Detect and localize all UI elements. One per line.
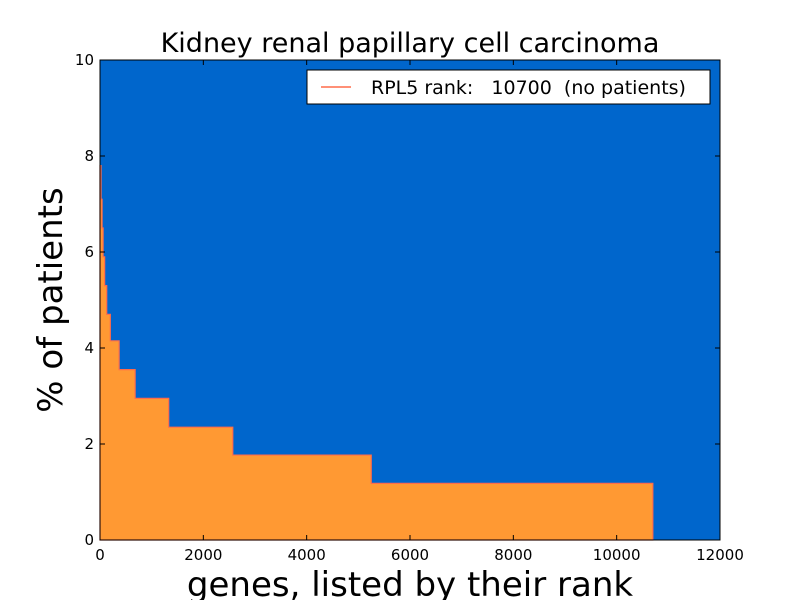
legend: RPL5 rank: 10700 (no patients): [306, 69, 711, 105]
x-tick-label: 8000: [494, 546, 532, 564]
chart-title: Kidney renal papillary cell carcinoma: [161, 28, 660, 59]
x-tick-label: 6000: [391, 546, 429, 564]
area-series: [99, 165, 654, 541]
y-tick-label: 2: [84, 435, 94, 453]
legend-box: [306, 69, 711, 105]
axis-ticks: 0 2000 4000 6000 8000 10000 12000 0 2 4 6 8 10: [75, 51, 744, 564]
y-tick-label: 8: [84, 147, 94, 165]
x-tick-label: 12000: [696, 546, 744, 564]
y-tick-label: 6: [84, 243, 94, 261]
x-tick-label: 2000: [184, 546, 222, 564]
x-tick-label: 0: [95, 546, 105, 564]
x-axis-label: genes, listed by their rank: [187, 565, 633, 600]
y-tick-label: 4: [84, 339, 94, 357]
legend-label: RPL5 rank: 10700 (no patients): [371, 77, 686, 99]
plot-area: [99, 59, 721, 541]
x-tick-label: 4000: [288, 546, 326, 564]
y-axis-label: % of patients: [31, 187, 71, 412]
y-tick-label: 10: [75, 51, 94, 69]
y-tick-label: 0: [84, 531, 94, 549]
x-tick-label: 10000: [593, 546, 641, 564]
